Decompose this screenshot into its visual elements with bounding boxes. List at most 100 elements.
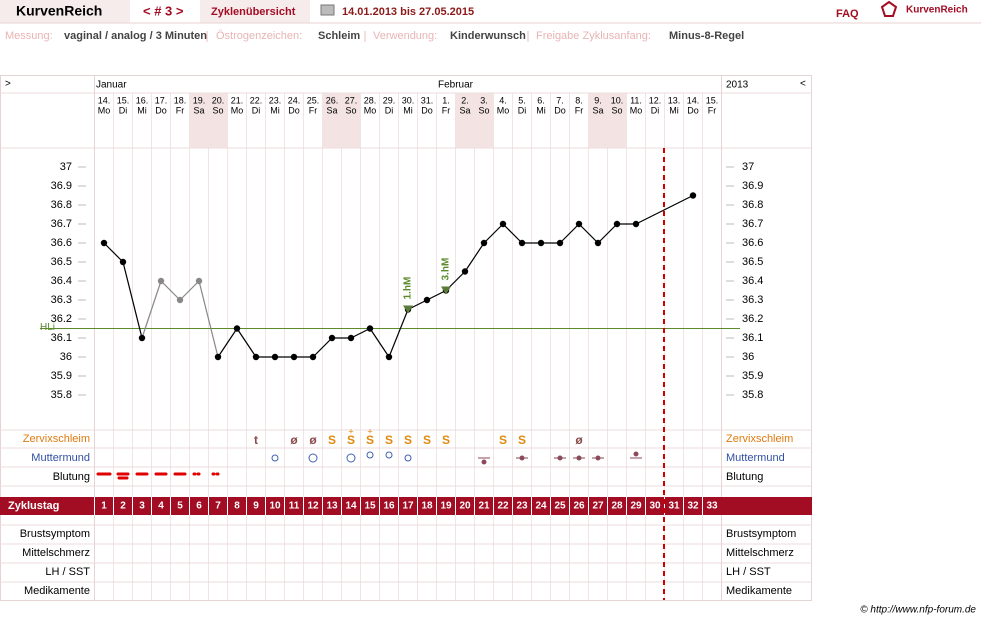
printer-icon[interactable] bbox=[320, 4, 335, 16]
temperature-point bbox=[480, 239, 488, 247]
cervix-os-marks bbox=[271, 451, 642, 465]
temperature-point bbox=[157, 277, 165, 285]
cervix-symbol: ø bbox=[575, 433, 583, 447]
date-label: 18. bbox=[174, 95, 187, 105]
cervix-symbol: S bbox=[518, 433, 526, 447]
cycle-day: 29 bbox=[630, 501, 642, 512]
bleeding-marks bbox=[96, 472, 223, 480]
cycle-day: 24 bbox=[535, 501, 547, 512]
temperature-segment bbox=[635, 194, 694, 225]
month-label: Februar bbox=[438, 80, 474, 91]
cycle-bar bbox=[0, 497, 812, 515]
cycle-day: 2 bbox=[120, 501, 126, 512]
y-tick-label: 36.9 bbox=[742, 180, 763, 192]
peak-marker bbox=[441, 286, 451, 295]
weekday-label: Mo bbox=[98, 105, 111, 115]
y-tick-label: 35.9 bbox=[51, 370, 72, 382]
temperature-segment bbox=[350, 327, 371, 339]
temperature-segment bbox=[312, 337, 333, 358]
date-label: 3. bbox=[480, 95, 488, 105]
temperature-segment bbox=[369, 328, 390, 358]
faq-link[interactable]: FAQ bbox=[836, 8, 859, 20]
weekday-label: So bbox=[611, 105, 622, 115]
cervix-symbol: t bbox=[254, 433, 258, 447]
cycle-day: 25 bbox=[554, 501, 566, 512]
temperature-point bbox=[594, 239, 602, 247]
nav-right: < bbox=[800, 79, 806, 90]
temperature-point bbox=[119, 258, 127, 266]
temperature-point bbox=[252, 353, 260, 361]
cycle-day: 1 bbox=[101, 501, 107, 512]
cervix-super: + bbox=[348, 426, 353, 436]
y-tick-label: 36.7 bbox=[51, 218, 72, 230]
row-label: Brustsymptom bbox=[726, 528, 796, 540]
cycle-day: 5 bbox=[177, 501, 183, 512]
os-symbol bbox=[576, 455, 582, 461]
os-symbol bbox=[557, 455, 563, 461]
cycle-day: 19 bbox=[440, 501, 452, 512]
cover-line-label: HLi bbox=[40, 322, 55, 333]
row-label: Muttermund bbox=[726, 452, 785, 464]
cycle-day: 27 bbox=[592, 501, 604, 512]
cycle-nav[interactable]: < # 3 > bbox=[143, 3, 184, 18]
y-tick-label: 36.8 bbox=[51, 199, 72, 211]
weekend-column bbox=[341, 93, 361, 148]
cervix-symbol: S bbox=[442, 433, 450, 447]
weekday-label: Mo bbox=[497, 105, 510, 115]
cycle-day: 31 bbox=[668, 501, 680, 512]
temperature-segment bbox=[388, 309, 409, 358]
temperature-segment bbox=[236, 328, 257, 358]
setting-label: Verwendung: bbox=[373, 30, 437, 42]
date-label: 17. bbox=[155, 95, 168, 105]
cycle-day: 33 bbox=[706, 501, 718, 512]
weekday-label: Mo bbox=[630, 105, 643, 115]
weekday-label: Mi bbox=[669, 105, 679, 115]
y-tick-label: 36 bbox=[742, 351, 754, 363]
temperature-segment bbox=[198, 280, 219, 358]
temperature-point bbox=[556, 239, 564, 247]
weekday-label: Sa bbox=[459, 105, 470, 115]
temperature-segment bbox=[103, 242, 124, 263]
date-label: 4. bbox=[499, 95, 507, 105]
row-label: Muttermund bbox=[31, 452, 90, 464]
cycle-day: 22 bbox=[497, 501, 509, 512]
cycle-day: 21 bbox=[478, 501, 490, 512]
cervix-symbol: S bbox=[328, 433, 336, 447]
overview-tab[interactable] bbox=[200, 0, 310, 23]
temperature-point bbox=[138, 334, 146, 342]
cervix-symbol: S bbox=[404, 433, 412, 447]
cycle-day: 7 bbox=[215, 501, 221, 512]
temperature-segment bbox=[122, 261, 143, 339]
os-symbol bbox=[308, 453, 318, 463]
weekend-column bbox=[474, 93, 494, 148]
logo-text: KurvenReich bbox=[906, 5, 968, 16]
temperature-segment bbox=[559, 223, 580, 244]
cycle-day: 8 bbox=[234, 501, 240, 512]
temperature-point bbox=[176, 296, 184, 304]
os-symbol bbox=[366, 451, 374, 459]
y-tick-label: 36.6 bbox=[51, 237, 72, 249]
tab-label[interactable]: Zyklenübersicht bbox=[211, 6, 296, 18]
temperature-segment bbox=[160, 280, 181, 301]
y-tick-label: 36.7 bbox=[742, 218, 763, 230]
temperature-point bbox=[537, 239, 545, 247]
cycle-day: 14 bbox=[345, 501, 357, 512]
temperature-point bbox=[290, 353, 298, 361]
cycle-day: 28 bbox=[611, 501, 623, 512]
date-label: 13. bbox=[668, 95, 681, 105]
os-symbol bbox=[633, 451, 639, 457]
temperature-point bbox=[195, 277, 203, 285]
date-label: 30. bbox=[402, 95, 415, 105]
weekday-label: Mi bbox=[137, 105, 147, 115]
cervix-symbol: ø bbox=[290, 433, 298, 447]
y-tick-label: 36.5 bbox=[742, 256, 763, 268]
temperature-segment bbox=[464, 242, 485, 272]
temperature-point bbox=[309, 353, 317, 361]
temperature-point bbox=[271, 353, 279, 361]
weekday-label: Do bbox=[687, 105, 699, 115]
month-label: Januar bbox=[96, 80, 127, 91]
cycle-day: 23 bbox=[516, 501, 528, 512]
y-tick-label: 35.9 bbox=[742, 370, 763, 382]
weekday-label: Di bbox=[119, 105, 128, 115]
